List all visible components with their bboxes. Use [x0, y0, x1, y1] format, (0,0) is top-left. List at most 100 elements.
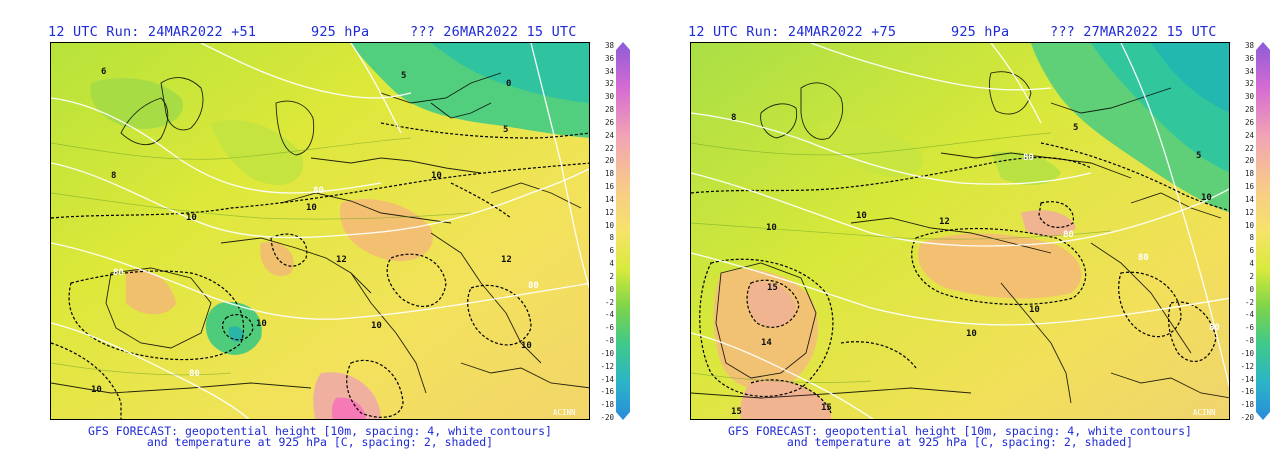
colorbar-tick-label: 2	[609, 271, 614, 281]
colorbar-tick-label: 12	[1244, 207, 1254, 217]
colorbar-tick-label: -2	[604, 297, 614, 307]
temperature-contour-label: 14	[761, 338, 772, 348]
colorbar-tick-label: 0	[609, 284, 614, 294]
colorbar-tick-label: 26	[604, 117, 614, 127]
colorbar-tick-label: 24	[604, 130, 614, 140]
colorbar-tick-label: 14	[604, 194, 614, 204]
colorbar-tick-label: -4	[604, 310, 614, 320]
height-contour-label: 80	[1063, 230, 1074, 240]
colorbar-tick-label: 30	[1244, 92, 1254, 102]
colorbar-tick-label: -18	[1240, 400, 1254, 410]
colorbar-tick-label: 4	[1249, 259, 1254, 269]
colorbar-tick-label: 28	[604, 105, 614, 115]
colorbar-tick-label: -14	[1240, 374, 1254, 384]
colorbar-tick-label: 16	[1244, 182, 1254, 192]
colorbar-tick-label: 16	[604, 182, 614, 192]
height-contour-label: 80	[113, 268, 124, 278]
colorbar-tick-label: -12	[600, 361, 614, 371]
map-caption-line2: and temperature at 925 hPa [C, spacing: …	[146, 435, 494, 449]
valid-time-label: ??? 27MAR2022 15 UTC	[1050, 24, 1217, 40]
colorbar-tick-label: 6	[1249, 246, 1254, 256]
height-contour-label: 80	[528, 281, 539, 291]
temperature-contour-label: 0	[506, 79, 512, 89]
level-label: 925 hPa	[951, 24, 1010, 40]
height-contour-label: 80	[313, 186, 324, 196]
temperature-contour-label: 5	[1196, 151, 1202, 161]
run-label: 12 UTC Run: 24MAR2022 +51	[48, 24, 257, 40]
colorbar-tick-label: 0	[1249, 284, 1254, 294]
colorbar-tick-label: 38	[604, 41, 614, 50]
credit-label: ACINN	[1193, 408, 1216, 417]
credit-label: ACINN	[553, 408, 576, 417]
colorbar-tick-label: -6	[604, 323, 614, 333]
valid-time-label: ??? 26MAR2022 15 UTC	[410, 24, 577, 40]
temperature-contour-label: 10	[431, 171, 442, 181]
colorbar-tick-label: 20	[1244, 156, 1254, 166]
colorbar-tick-label: -16	[1240, 387, 1254, 397]
temperature-contour-label: 12	[501, 255, 512, 265]
map-caption-line1: GFS FORECAST: geopotential height [10m, …	[728, 424, 1192, 438]
temperature-map: 10 10 10 10 10 10 10 5 5 0 6 8 12 12 80 …	[50, 42, 590, 420]
colorbar-tick-label: 28	[1244, 105, 1254, 115]
temperature-contour-label: 10	[521, 341, 532, 351]
colorbar-tick-label: -4	[1244, 310, 1254, 320]
map-caption-line2: and temperature at 925 hPa [C, spacing: …	[786, 435, 1134, 449]
temperature-contour-label: 10	[306, 203, 317, 213]
colorbar-tick-label: 34	[604, 66, 614, 76]
colorbar-tick-label: 36	[604, 53, 614, 63]
colorbar-tick-label: 36	[1244, 53, 1254, 63]
colorbar-tick-label: 2	[1249, 271, 1254, 281]
colorbar-tick-label: -10	[600, 348, 614, 358]
colorbar-tick-label: -16	[600, 387, 614, 397]
colorbar-tick-label: 30	[604, 92, 614, 102]
temperature-contour-label: 15	[821, 403, 832, 413]
colorbar-tick-label: 22	[604, 143, 614, 153]
colorbar-tick-label: -6	[1244, 323, 1254, 333]
colorbar-tick-label: 38	[1244, 41, 1254, 50]
colorbar-tick-label: -20	[600, 413, 614, 422]
temperature-contour-label: 10	[256, 319, 267, 329]
colorbar-tick-label: -8	[1244, 336, 1254, 346]
colorbar-tick-label: 10	[1244, 220, 1254, 230]
temperature-contour-label: 10	[966, 329, 977, 339]
colorbar-ticks: 38 36 34 32 30 28 26 24 22 20 18 16 14 12 10 8 6 4 2 0 -2 -4-…	[1238, 41, 1254, 422]
colorbar-tick-label: 8	[609, 233, 614, 243]
temperature-map: 10 10 10 10 10 15 15 15 5 5 8 12 14 80 8…	[690, 42, 1230, 420]
colorbar-tick-label: 18	[604, 169, 614, 179]
temperature-contour-label: 5	[1073, 123, 1079, 133]
forecast-panel-75h: 12 UTC Run: 24MAR2022 +75 925 hPa ??? 27…	[640, 0, 1280, 462]
colorbar-tick-label: 10	[604, 220, 614, 230]
temperature-contour-label: 12	[939, 217, 950, 227]
colorbar-tick-label: 18	[1244, 169, 1254, 179]
colorbar-tick-label: 8	[1249, 233, 1254, 243]
colorbar-tick-label: 34	[1244, 66, 1254, 76]
temperature-contour-label: 10	[1029, 305, 1040, 315]
colorbar-tick-label: -14	[600, 374, 614, 384]
run-label: 12 UTC Run: 24MAR2022 +75	[688, 24, 897, 40]
temperature-contour-label: 10	[371, 321, 382, 331]
height-contour-label: 80	[189, 369, 200, 379]
temperature-contour-label: 10	[186, 213, 197, 223]
colorbar-tick-label: -8	[604, 336, 614, 346]
colorbar-ticks: 38 36 34 32 30 28 26 24 22 20 18 16 14 12 10 8 6 4 2 0 -2 -4-…	[598, 41, 614, 422]
level-label: 925 hPa	[311, 24, 370, 40]
colorbar-tick-label: 24	[1244, 130, 1254, 140]
temperature-contour-label: 10	[856, 211, 867, 221]
temperature-colorbar	[616, 42, 630, 420]
map-caption-line1: GFS FORECAST: geopotential height [10m, …	[88, 424, 552, 438]
temperature-contour-label: 12	[336, 255, 347, 265]
temperature-contour-label: 8	[111, 171, 117, 181]
temperature-contour-label: 8	[731, 113, 737, 123]
temperature-colorbar	[1256, 42, 1270, 420]
temperature-contour-label: 6	[101, 67, 107, 77]
temperature-contour-label: 5	[401, 71, 407, 81]
temperature-contour-label: 10	[766, 223, 777, 233]
colorbar-tick-label: -12	[1240, 361, 1254, 371]
colorbar-tick-label: 32	[604, 79, 614, 89]
temperature-contour-label: 10	[1201, 193, 1212, 203]
temperature-contour-label: 5	[503, 125, 509, 135]
colorbar-tick-label: -10	[1240, 348, 1254, 358]
forecast-panel-51h: 12 UTC Run: 24MAR2022 +51 925 hPa ??? 26…	[48, 24, 630, 449]
colorbar-tick-label: 22	[1244, 143, 1254, 153]
height-contour-label: 80	[1023, 153, 1034, 163]
